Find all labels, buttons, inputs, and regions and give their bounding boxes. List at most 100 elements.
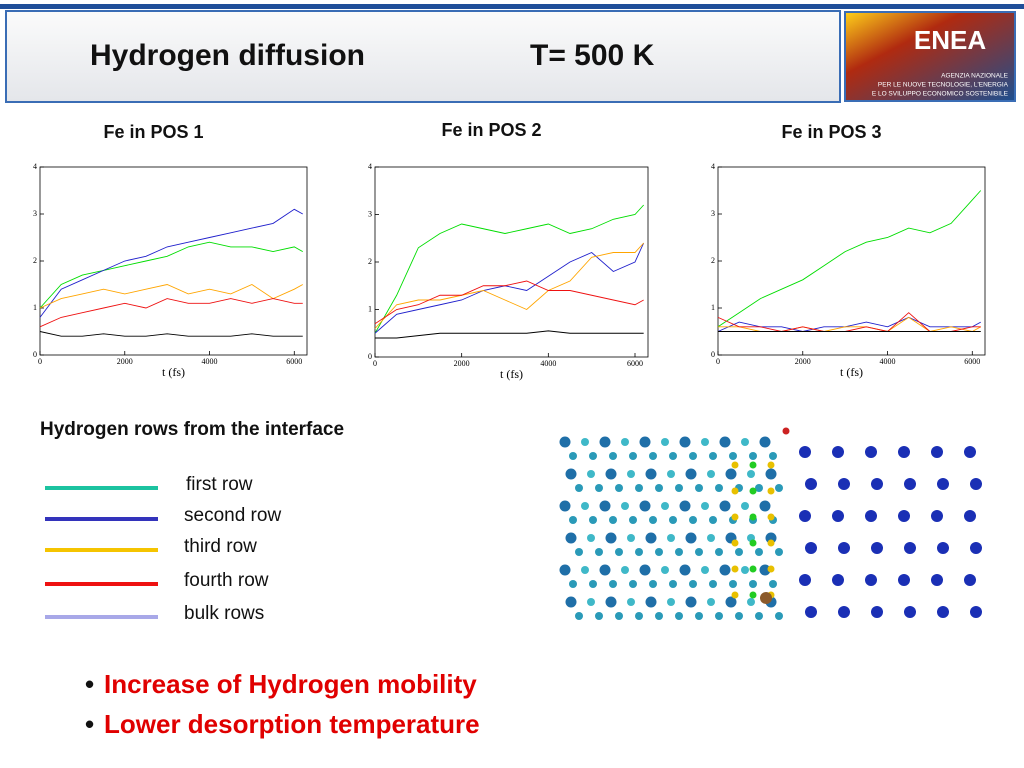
atom (639, 564, 651, 576)
atom (871, 606, 883, 618)
atom (767, 487, 775, 495)
x-axis-label: t (fs) (500, 367, 523, 381)
y-tick-label: 4 (711, 162, 715, 171)
atom (731, 513, 739, 521)
atom (865, 574, 877, 586)
atom (629, 452, 637, 460)
atom (569, 580, 577, 588)
y-tick-label: 4 (33, 162, 37, 171)
atom (937, 478, 949, 490)
atom (609, 516, 617, 524)
atom (689, 452, 697, 460)
x-tick-label: 2000 (795, 357, 811, 366)
atom (627, 598, 635, 606)
atom (747, 598, 755, 606)
atom (599, 436, 611, 448)
atom (689, 580, 697, 588)
atom (559, 564, 571, 576)
atom (775, 548, 783, 556)
atom (725, 468, 737, 480)
atom (675, 612, 683, 620)
atom (755, 612, 763, 620)
molecule-image (550, 425, 1006, 660)
atom (701, 566, 709, 574)
atom (898, 446, 910, 458)
atom (695, 548, 703, 556)
atom (749, 580, 757, 588)
y-tick-label: 4 (368, 162, 372, 171)
atom (775, 612, 783, 620)
atom (767, 461, 775, 469)
x-tick-label: 6000 (286, 357, 302, 366)
chart-title: Fe in POS 2 (441, 120, 541, 140)
atom (769, 452, 777, 460)
atom (621, 502, 629, 510)
atom (709, 516, 717, 524)
atom (615, 612, 623, 620)
atom (735, 612, 743, 620)
atom (627, 534, 635, 542)
atom (749, 487, 757, 495)
x-tick-label: 0 (716, 357, 720, 366)
x-tick-label: 4000 (880, 357, 896, 366)
atom (731, 591, 739, 599)
atom (627, 470, 635, 478)
atom (755, 484, 763, 492)
atom (805, 606, 817, 618)
atom (639, 500, 651, 512)
atom (655, 612, 663, 620)
atom (767, 513, 775, 521)
atom (615, 548, 623, 556)
legend-label: second row (184, 505, 281, 526)
atom (769, 580, 777, 588)
atom (805, 478, 817, 490)
x-tick-label: 4000 (202, 357, 218, 366)
bullet: • (85, 709, 94, 739)
atom (741, 502, 749, 510)
y-tick-label: 3 (368, 209, 372, 218)
atom (587, 470, 595, 478)
atom (587, 534, 595, 542)
atom (669, 580, 677, 588)
atom (565, 596, 577, 608)
legend-label: first row (186, 474, 253, 495)
atom (725, 596, 737, 608)
bullet-text: Lower desorption temperature (104, 709, 480, 739)
atom (731, 487, 739, 495)
y-tick-label: 1 (33, 303, 37, 312)
atom (679, 564, 691, 576)
atom (832, 446, 844, 458)
atom (707, 534, 715, 542)
atom (964, 446, 976, 458)
atom (701, 438, 709, 446)
series-line (374, 242, 644, 329)
series-line (39, 298, 303, 328)
atom (749, 539, 757, 547)
atom (904, 606, 916, 618)
y-tick-label: 3 (711, 209, 715, 218)
atom (749, 565, 757, 573)
atom (667, 470, 675, 478)
x-axis-label: t (fs) (162, 365, 185, 379)
atom (655, 484, 663, 492)
series-line (375, 330, 644, 339)
atom (605, 468, 617, 480)
legend-label: fourth row (184, 570, 269, 591)
atom (685, 532, 697, 544)
y-tick-label: 2 (711, 256, 715, 265)
atom (775, 484, 783, 492)
atom (685, 596, 697, 608)
atom (669, 516, 677, 524)
atom (675, 548, 683, 556)
atom (715, 612, 723, 620)
y-tick-label: 1 (711, 303, 715, 312)
atom (931, 446, 943, 458)
plot-frame (374, 166, 649, 358)
legend-label: third row (184, 536, 257, 557)
x-tick-label: 0 (373, 359, 377, 368)
atom (805, 542, 817, 554)
series-line (39, 241, 303, 309)
atom (765, 468, 777, 480)
atom (749, 513, 757, 521)
atom (749, 591, 757, 599)
